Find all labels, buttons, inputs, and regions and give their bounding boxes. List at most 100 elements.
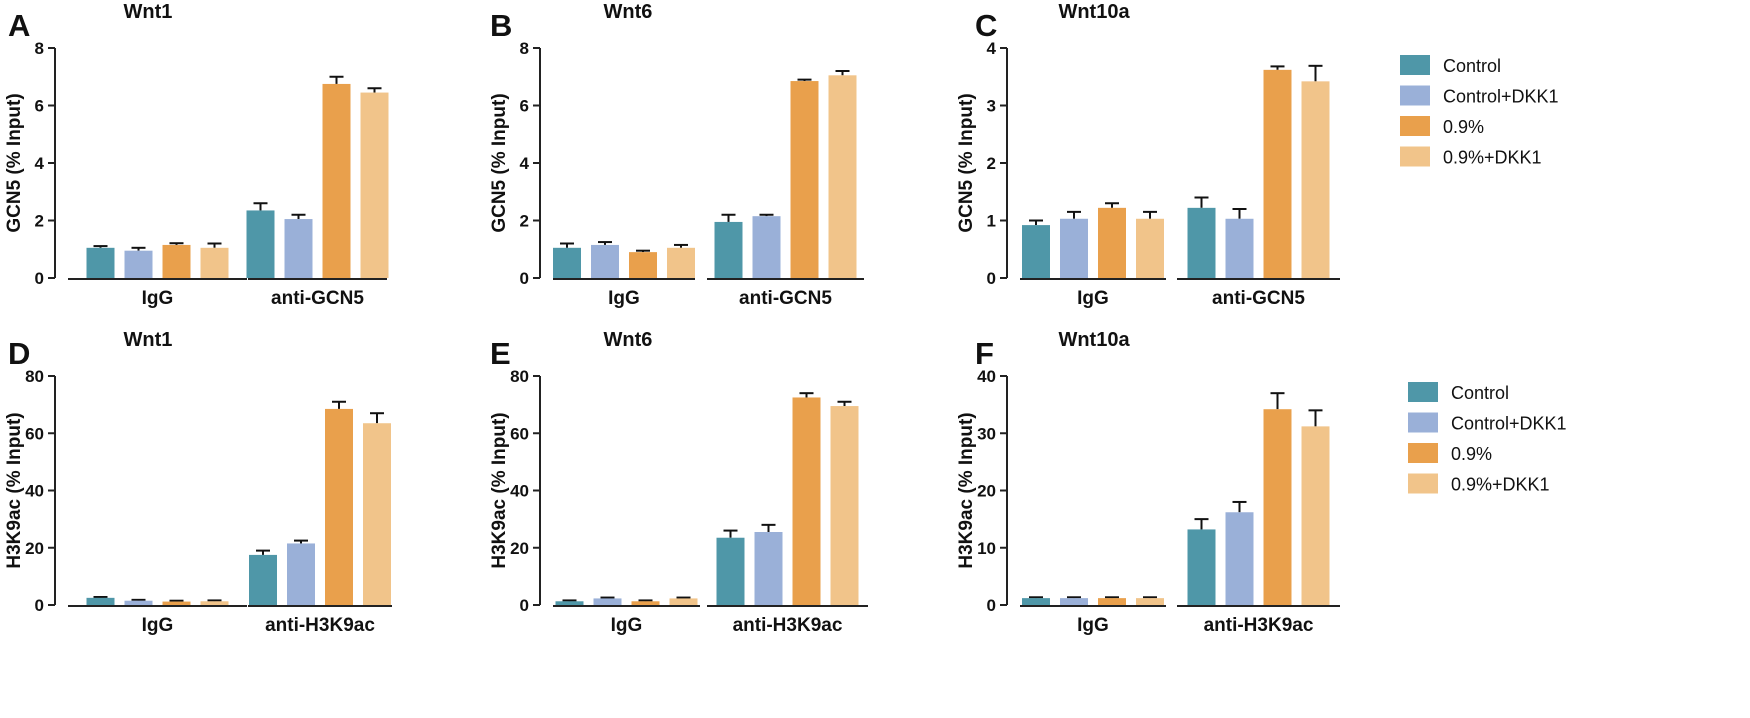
legend-label: 0.9%+DKK1 <box>1443 148 1542 168</box>
y-tick-label: 1 <box>987 212 996 231</box>
bar <box>322 83 351 278</box>
bar <box>1060 218 1088 278</box>
bar <box>754 532 783 605</box>
y-tick-label: 4 <box>35 154 45 173</box>
y-tick-label: 0 <box>987 596 996 615</box>
bar <box>555 601 584 605</box>
bar <box>1187 207 1216 278</box>
y-tick-label: 2 <box>35 212 44 231</box>
bar <box>1263 409 1292 605</box>
bar <box>360 92 389 278</box>
y-tick-label: 20 <box>977 482 996 501</box>
x-category-label: IgG <box>1077 615 1109 636</box>
x-category-label: anti-H3K9ac <box>733 615 843 636</box>
legend-swatch <box>1408 443 1438 463</box>
y-tick-label: 4 <box>987 39 997 58</box>
y-tick-label: 0 <box>35 596 44 615</box>
chart-title: Wnt1 <box>124 1 173 23</box>
chart-title: Wnt10a <box>1058 329 1130 351</box>
y-tick-label: 6 <box>520 97 529 116</box>
bar <box>1136 218 1164 278</box>
y-tick-label: 80 <box>510 367 529 386</box>
bar <box>1098 598 1126 605</box>
bar <box>124 250 153 278</box>
bar <box>284 219 313 278</box>
bar <box>1225 512 1254 605</box>
bar <box>591 244 619 278</box>
bar <box>792 397 821 605</box>
panel-letter: F <box>975 336 994 371</box>
y-tick-label: 2 <box>520 212 529 231</box>
y-tick-label: 30 <box>977 424 996 443</box>
x-category-label: IgG <box>1077 288 1109 309</box>
bar <box>1301 426 1330 605</box>
bar <box>162 601 191 605</box>
bar <box>714 221 743 278</box>
bar <box>86 597 115 605</box>
legend-swatch <box>1400 116 1430 136</box>
chart-panel-a: A Wnt1 0 2 4 6 8 GCN5 (% Input) IgG anti-GCN5 <box>4 1 389 309</box>
y-tick-label: 6 <box>35 97 44 116</box>
chart-panel-b: B Wnt6 0 2 4 6 8 GCN5 (% Input) IgG anti-GCN5 <box>489 1 864 309</box>
bar <box>1098 207 1126 278</box>
y-tick-label: 60 <box>25 424 44 443</box>
legend-swatch <box>1400 146 1430 167</box>
y-tick-label: 60 <box>510 424 529 443</box>
bar <box>790 81 819 278</box>
chart-panel-e: E Wnt6 0 20 40 60 80 H3K9ac (% Input) IgG anti-H3… <box>489 329 868 636</box>
bar <box>363 423 391 605</box>
bar <box>1136 598 1164 605</box>
bar <box>1187 529 1216 605</box>
bar <box>593 598 622 605</box>
chart-title: Wnt1 <box>124 329 173 351</box>
x-category-label: anti-GCN5 <box>271 288 364 309</box>
legend-swatch <box>1400 85 1430 106</box>
legend-swatch <box>1400 55 1430 75</box>
x-category-label: IgG <box>608 288 640 309</box>
panel-letter: B <box>490 8 512 43</box>
legend-swatch <box>1408 382 1438 402</box>
y-tick-label: 40 <box>25 482 44 501</box>
bar <box>1263 69 1292 278</box>
x-category-label: anti-H3K9ac <box>1204 615 1314 636</box>
chart-title: Wnt10a <box>1058 1 1130 23</box>
legend-label: Control <box>1443 56 1501 76</box>
bar <box>86 247 115 278</box>
bar <box>162 244 191 278</box>
x-category-label: anti-GCN5 <box>1212 288 1305 309</box>
legend-swatch <box>1408 412 1438 433</box>
bar <box>287 543 315 605</box>
chart-panel-c: C Wnt10a 0 1 2 3 4 GCN5 (% Input) IgG anti-GCN5 <box>956 1 1340 309</box>
y-axis-label: GCN5 (% Input) <box>4 93 25 232</box>
y-tick-label: 40 <box>977 367 996 386</box>
legend-label: Control+DKK1 <box>1443 87 1559 107</box>
y-tick-label: 4 <box>520 154 530 173</box>
y-tick-label: 40 <box>510 482 529 501</box>
chart-panel-f: F Wnt10a 0 10 20 30 40 H3K9ac (% Input) IgG anti-… <box>956 329 1340 636</box>
bar <box>1225 218 1254 278</box>
y-tick-label: 0 <box>520 269 529 288</box>
x-category-label: IgG <box>142 615 174 636</box>
y-tick-label: 10 <box>977 539 996 558</box>
bar <box>200 601 229 605</box>
x-category-label: IgG <box>142 288 174 309</box>
y-tick-label: 8 <box>35 39 44 58</box>
bar <box>200 247 229 278</box>
legend-label: 0.9% <box>1451 444 1492 464</box>
chart-panel-d: D Wnt1 0 20 40 60 80 H3K9ac (% Input) IgG anti-H3… <box>4 329 392 636</box>
x-category-label: anti-H3K9ac <box>265 615 375 636</box>
chart-title: Wnt6 <box>604 1 653 23</box>
bar <box>1022 225 1050 278</box>
y-axis-label: GCN5 (% Input) <box>489 93 510 232</box>
legend-bottom: Control Control+DKK1 0.9% 0.9%+DKK1 <box>1408 382 1567 495</box>
legend-label: Control+DKK1 <box>1451 414 1567 434</box>
panel-letter: C <box>975 8 997 43</box>
bar <box>629 252 657 278</box>
bar <box>828 75 857 278</box>
y-tick-label: 20 <box>510 539 529 558</box>
panel-letter: A <box>8 8 30 43</box>
bar <box>631 601 660 605</box>
bar <box>325 408 353 605</box>
legend-label: Control <box>1451 383 1509 403</box>
